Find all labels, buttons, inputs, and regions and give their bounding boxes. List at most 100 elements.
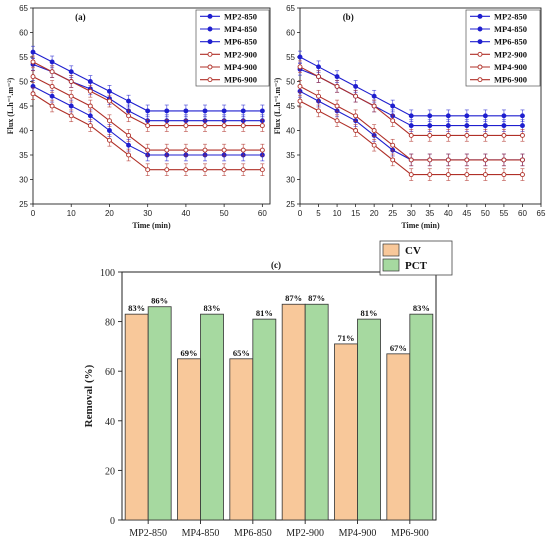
bar-PCT bbox=[200, 313, 224, 521]
legend-marker bbox=[477, 77, 483, 83]
data-point bbox=[107, 137, 112, 143]
data-point bbox=[68, 113, 74, 119]
x-tick-label: 25 bbox=[388, 209, 397, 218]
data-point bbox=[353, 83, 359, 89]
data-point bbox=[87, 103, 93, 109]
series-MP6-900 bbox=[30, 87, 265, 176]
series-MP2-900 bbox=[297, 60, 525, 142]
series-MP4-900 bbox=[30, 70, 265, 157]
data-point bbox=[183, 147, 189, 153]
data-point bbox=[408, 157, 414, 163]
line-chart-1: 0 10 20 30 40 50 60 25 30 35 40 45 50 55 60 65 Time (min… bbox=[6, 4, 271, 230]
legend-entry: MP2-850 bbox=[224, 11, 257, 21]
y-tick-label: 40 bbox=[19, 127, 28, 136]
data-point bbox=[334, 74, 340, 80]
y-tick-label: 30 bbox=[19, 176, 28, 185]
y-tick-label: 45 bbox=[286, 102, 295, 111]
data-point bbox=[334, 83, 340, 89]
data-label: 86% bbox=[151, 296, 168, 306]
x-tick-label: MP4-900 bbox=[339, 528, 377, 539]
data-point bbox=[464, 132, 470, 138]
data-label: 87% bbox=[285, 293, 302, 303]
data-point bbox=[49, 83, 55, 89]
data-point bbox=[408, 123, 414, 129]
data-point bbox=[464, 157, 470, 163]
legend-entry: MP6-850 bbox=[494, 37, 527, 47]
data-point bbox=[68, 69, 74, 75]
data-point bbox=[126, 142, 132, 148]
data-point bbox=[371, 128, 377, 133]
data-point bbox=[68, 79, 74, 84]
x-tick-label: 0 bbox=[31, 209, 36, 218]
data-point bbox=[240, 147, 246, 153]
data-point bbox=[68, 103, 74, 109]
data-point bbox=[390, 142, 396, 148]
data-point bbox=[501, 132, 507, 138]
x-tick-label: MP6-900 bbox=[391, 528, 429, 539]
data-point bbox=[316, 74, 321, 80]
x-tick-label: 60 bbox=[258, 209, 267, 218]
x-tick-label: 40 bbox=[181, 209, 190, 218]
x-tick-label: 20 bbox=[105, 209, 114, 218]
data-point bbox=[49, 93, 55, 99]
data-label: 65% bbox=[233, 348, 250, 358]
panel-label: (a) bbox=[75, 12, 86, 22]
data-point bbox=[145, 123, 151, 129]
data-point bbox=[316, 64, 321, 70]
x-tick-label: 20 bbox=[370, 209, 379, 218]
data-label: 87% bbox=[308, 293, 325, 303]
y-tick-label: 0 bbox=[110, 516, 115, 527]
data-point bbox=[183, 167, 189, 173]
data-point bbox=[87, 123, 93, 129]
x-tick-label: 5 bbox=[316, 209, 321, 218]
data-point bbox=[30, 74, 36, 80]
data-point bbox=[520, 113, 525, 119]
legend-entry: MP6-900 bbox=[224, 75, 257, 85]
legend: MP2-850 MP4-850 MP6-850 MP2-900 MP4-900 MP6-9… bbox=[195, 9, 270, 87]
panel-label: (b) bbox=[343, 12, 354, 22]
legend-entry: MP4-850 bbox=[494, 24, 527, 34]
data-point bbox=[501, 157, 507, 163]
data-point bbox=[107, 98, 112, 104]
data-point bbox=[49, 59, 55, 65]
data-point bbox=[501, 123, 507, 129]
x-tick-label: MP2-850 bbox=[129, 528, 167, 539]
legend-entry: MP6-850 bbox=[224, 37, 257, 47]
y-tick-label: 35 bbox=[19, 151, 28, 160]
y-tick-label: 65 bbox=[286, 4, 295, 13]
data-point bbox=[145, 108, 151, 114]
data-point bbox=[221, 147, 227, 153]
panel-label: (c) bbox=[271, 260, 281, 270]
x-tick-label: MP2-900 bbox=[286, 528, 324, 539]
data-point bbox=[427, 113, 433, 119]
data-point bbox=[202, 167, 208, 173]
bar-CV bbox=[281, 303, 306, 521]
data-point bbox=[30, 91, 36, 97]
data-point bbox=[482, 172, 488, 178]
data-point bbox=[445, 123, 451, 129]
x-tick-label: 55 bbox=[499, 209, 508, 218]
data-point bbox=[126, 98, 132, 104]
data-point bbox=[68, 93, 74, 99]
x-axis-label: Time (min) bbox=[132, 221, 171, 230]
legend-marker bbox=[207, 13, 213, 19]
legend-entry: MP2-900 bbox=[224, 49, 257, 59]
data-label: 81% bbox=[256, 308, 273, 318]
data-point bbox=[316, 93, 321, 99]
data-point bbox=[427, 132, 433, 138]
data-point bbox=[259, 167, 265, 173]
data-point bbox=[164, 167, 170, 173]
legend-entry: MP2-900 bbox=[494, 49, 527, 59]
legend-frame bbox=[195, 9, 270, 87]
bar-CV bbox=[334, 343, 358, 521]
data-point bbox=[87, 113, 93, 119]
data-point bbox=[240, 108, 246, 114]
y-tick-label: 40 bbox=[105, 417, 115, 428]
data-point bbox=[371, 93, 377, 99]
legend-entry: PCT bbox=[405, 260, 428, 272]
data-point bbox=[390, 118, 396, 124]
data-point bbox=[49, 69, 55, 75]
bar-CV bbox=[386, 353, 411, 521]
data-point bbox=[427, 157, 433, 163]
